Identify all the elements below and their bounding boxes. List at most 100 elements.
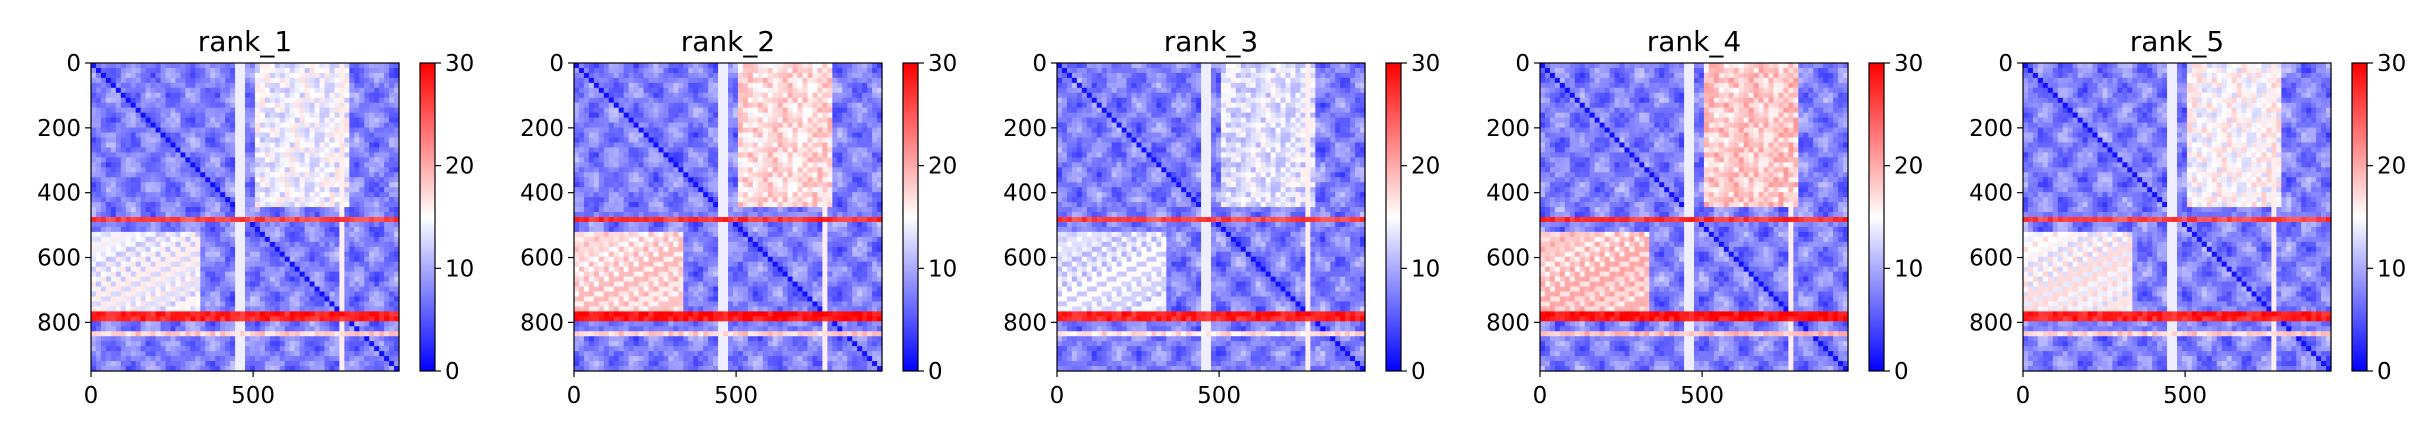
heatmap-cell <box>91 217 97 223</box>
heatmap-cell <box>384 167 390 173</box>
heatmap-cell <box>339 331 345 337</box>
heatmap-cell <box>394 331 400 337</box>
heatmap-cell <box>334 137 340 144</box>
heatmap-cell <box>309 226 316 233</box>
heatmap-cell <box>369 291 375 298</box>
heatmap-cell <box>344 241 350 248</box>
heatmap-cell <box>125 336 132 342</box>
heatmap-cell <box>230 301 236 308</box>
heatmap-cell <box>180 231 186 238</box>
heatmap-cell <box>110 97 117 104</box>
colorbar-tick-label: 0 <box>445 359 460 385</box>
heatmap-cell <box>145 132 152 139</box>
heatmap-cell <box>713 67 719 74</box>
heatmap-cell <box>349 271 355 278</box>
heatmap-cell <box>867 107 873 114</box>
heatmap-cell <box>384 226 390 233</box>
heatmap-cell <box>190 72 196 79</box>
heatmap-cell <box>145 336 152 342</box>
heatmap-cell <box>603 92 610 99</box>
heatmap-cell <box>877 77 883 84</box>
heatmap-cell <box>155 336 162 342</box>
heatmap-cell <box>175 251 182 258</box>
heatmap-cell <box>339 231 345 238</box>
heatmap-cell <box>170 72 177 79</box>
heatmap-cell <box>264 356 271 362</box>
heatmap-cell <box>130 72 137 79</box>
heatmap-cell <box>190 281 196 288</box>
heatmap-cell <box>678 142 684 149</box>
heatmap-cell <box>254 162 261 168</box>
heatmap-cell <box>663 97 669 104</box>
heatmap-cell <box>279 261 286 268</box>
heatmap-cell <box>334 356 340 362</box>
x-tick-label: 500 <box>231 383 275 409</box>
heatmap-cell <box>683 77 689 84</box>
heatmap-cell <box>329 261 336 268</box>
heatmap-cell <box>354 152 360 158</box>
heatmap-cell <box>304 142 311 149</box>
heatmap-cell <box>215 72 221 79</box>
heatmap-cell <box>175 197 182 203</box>
heatmap-cell <box>215 197 221 203</box>
heatmap-cell <box>145 112 152 119</box>
heatmap-cell <box>120 251 127 258</box>
heatmap-cell <box>190 331 196 337</box>
heatmap-cell <box>574 112 580 119</box>
heatmap-cell <box>374 331 380 337</box>
heatmap-cell <box>259 361 266 367</box>
heatmap-cell <box>135 167 142 173</box>
heatmap-cell <box>190 221 196 228</box>
heatmap-cell <box>723 92 729 99</box>
heatmap-cell <box>299 351 306 357</box>
heatmap-cell <box>100 132 107 139</box>
heatmap-cell <box>195 102 201 109</box>
heatmap-cell <box>235 72 241 79</box>
heatmap-cell <box>723 63 729 69</box>
heatmap-cell <box>140 92 147 99</box>
heatmap-cell <box>120 212 127 218</box>
heatmap-cell <box>379 266 385 273</box>
heatmap-cell <box>832 102 838 109</box>
heatmap-cell <box>797 72 804 79</box>
heatmap-cell <box>658 102 665 109</box>
heatmap-cell <box>574 102 580 109</box>
heatmap-cell <box>215 241 221 248</box>
heatmap-cell <box>170 331 177 337</box>
heatmap-cell <box>91 366 97 372</box>
heatmap-cell <box>797 77 804 84</box>
heatmap-cell <box>628 147 635 154</box>
heatmap-cell <box>100 296 107 303</box>
heatmap-cell <box>100 137 107 144</box>
heatmap-cell <box>95 132 102 139</box>
heatmap-cell <box>140 301 147 308</box>
heatmap-cell <box>215 137 221 144</box>
heatmap-cell <box>225 112 231 119</box>
heatmap-cell <box>170 147 177 154</box>
heatmap-cell <box>145 311 152 317</box>
heatmap-cell <box>653 117 660 124</box>
heatmap-cell <box>185 72 191 79</box>
heatmap-cell <box>374 306 380 312</box>
heatmap-cell <box>344 187 350 193</box>
heatmap-cell <box>279 286 286 293</box>
heatmap-cell <box>215 77 221 84</box>
heatmap-cell <box>713 127 719 134</box>
heatmap-cell <box>195 63 201 69</box>
heatmap-cell <box>155 346 162 352</box>
heatmap-cell <box>170 162 177 168</box>
heatmap-cell <box>653 122 660 129</box>
heatmap-cell <box>703 142 709 149</box>
heatmap-cell <box>678 102 684 109</box>
heatmap-cell <box>95 182 102 188</box>
heatmap-cell <box>210 97 216 104</box>
heatmap-cell <box>294 102 301 109</box>
heatmap-cell <box>827 72 833 79</box>
heatmap-cell <box>269 281 276 288</box>
heatmap-cell <box>125 117 132 124</box>
heatmap-cell <box>394 152 400 158</box>
heatmap-cell <box>334 266 340 273</box>
heatmap-cell <box>812 92 819 99</box>
heatmap-cell <box>593 112 600 119</box>
heatmap-cell <box>349 127 355 134</box>
